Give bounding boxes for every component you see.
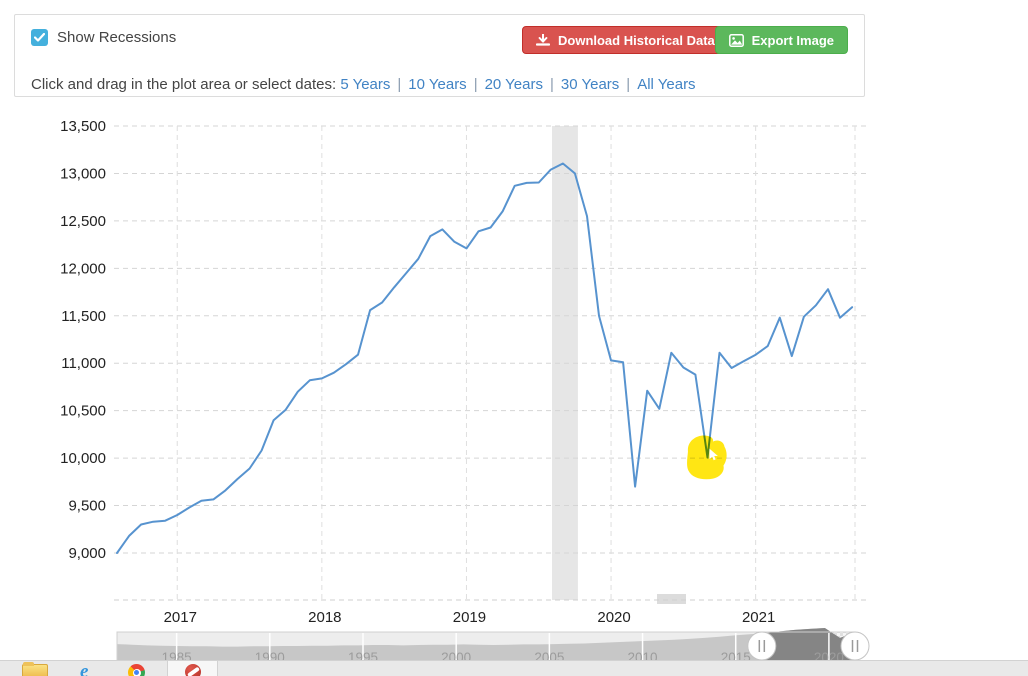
y-axis-label: 10,500 bbox=[60, 403, 106, 420]
x-axis-label: 2019 bbox=[453, 609, 486, 626]
range-select-prompt: Click and drag in the plot area or selec… bbox=[31, 76, 337, 93]
highlight-blob[interactable] bbox=[687, 435, 727, 480]
link-separator: | bbox=[473, 76, 478, 93]
link-separator: | bbox=[397, 76, 402, 93]
y-axis-label: 9,000 bbox=[68, 545, 106, 562]
navigator-handle-right[interactable] bbox=[840, 631, 870, 661]
plot-area[interactable] bbox=[117, 117, 855, 600]
navigator-area bbox=[117, 628, 855, 664]
x-axis-label: 2017 bbox=[164, 609, 197, 626]
download-icon bbox=[536, 33, 550, 46]
range-link-10-years[interactable]: 10 Years bbox=[408, 76, 467, 93]
y-axis-labels: 13,500 13,000 12,500 12,000 11,500 11,000 10,5… bbox=[60, 118, 106, 562]
range-link-5-years[interactable]: 5 Years bbox=[340, 76, 391, 93]
y-axis-label: 11,000 bbox=[61, 355, 106, 372]
check-icon bbox=[34, 33, 45, 42]
internet-explorer-icon[interactable]: e bbox=[80, 661, 89, 676]
y-axis-label: 11,500 bbox=[61, 308, 106, 325]
export-button-label: Export Image bbox=[751, 32, 834, 48]
gridlines bbox=[114, 125, 868, 601]
range-link-30-years[interactable]: 30 Years bbox=[560, 76, 620, 93]
scrollbar-thumb[interactable] bbox=[657, 594, 686, 604]
link-separator: | bbox=[549, 76, 554, 93]
download-historical-data-button[interactable]: Download Historical Data bbox=[522, 26, 729, 54]
y-axis-label: 13,000 bbox=[60, 165, 106, 182]
download-button-label: Download Historical Data bbox=[558, 32, 715, 48]
x-axis-label: 2021 bbox=[742, 609, 775, 626]
show-recessions-checkbox[interactable] bbox=[31, 29, 48, 46]
red-app-icon[interactable] bbox=[185, 664, 201, 676]
range-link-20-years[interactable]: 20 Years bbox=[484, 76, 543, 93]
windows-taskbar: e bbox=[0, 660, 1028, 676]
handle-circle[interactable] bbox=[747, 631, 777, 661]
y-axis-label: 10,000 bbox=[60, 450, 106, 467]
chrome-icon[interactable] bbox=[128, 664, 145, 676]
navigator-handle-left[interactable] bbox=[747, 631, 777, 661]
range-links: 5 Years | 10 Years | 20 Years | 30 Years | All Y… bbox=[340, 76, 695, 93]
cursor-icon bbox=[709, 448, 718, 461]
image-icon bbox=[728, 33, 744, 47]
x-axis-label: 2020 bbox=[597, 609, 630, 626]
range-link-all-years[interactable]: All Years bbox=[637, 76, 696, 93]
x-axis-labels: 2017 2018 2019 2020 2021 bbox=[164, 609, 776, 626]
navigator: 1985 1990 1995 2000 2005 2010 2015 2020 bbox=[116, 628, 870, 665]
handle-circle[interactable] bbox=[840, 631, 870, 661]
y-axis-label: 12,500 bbox=[60, 213, 106, 230]
export-image-button[interactable]: Export Image bbox=[714, 26, 848, 54]
price-line bbox=[116, 162, 854, 554]
folder-icon[interactable] bbox=[22, 662, 48, 676]
link-separator: | bbox=[626, 76, 631, 93]
active-app-tile[interactable] bbox=[167, 661, 218, 676]
y-axis-label: 9,500 bbox=[68, 498, 106, 515]
chart-controls-card: Show Recessions Download Historical Data… bbox=[14, 14, 865, 97]
navigator-area-selected bbox=[762, 628, 855, 664]
x-axis-label: 2018 bbox=[308, 609, 341, 626]
y-axis-label: 13,500 bbox=[60, 118, 106, 135]
y-axis-label: 12,000 bbox=[60, 260, 106, 277]
show-recessions-label: Show Recessions bbox=[57, 29, 177, 46]
